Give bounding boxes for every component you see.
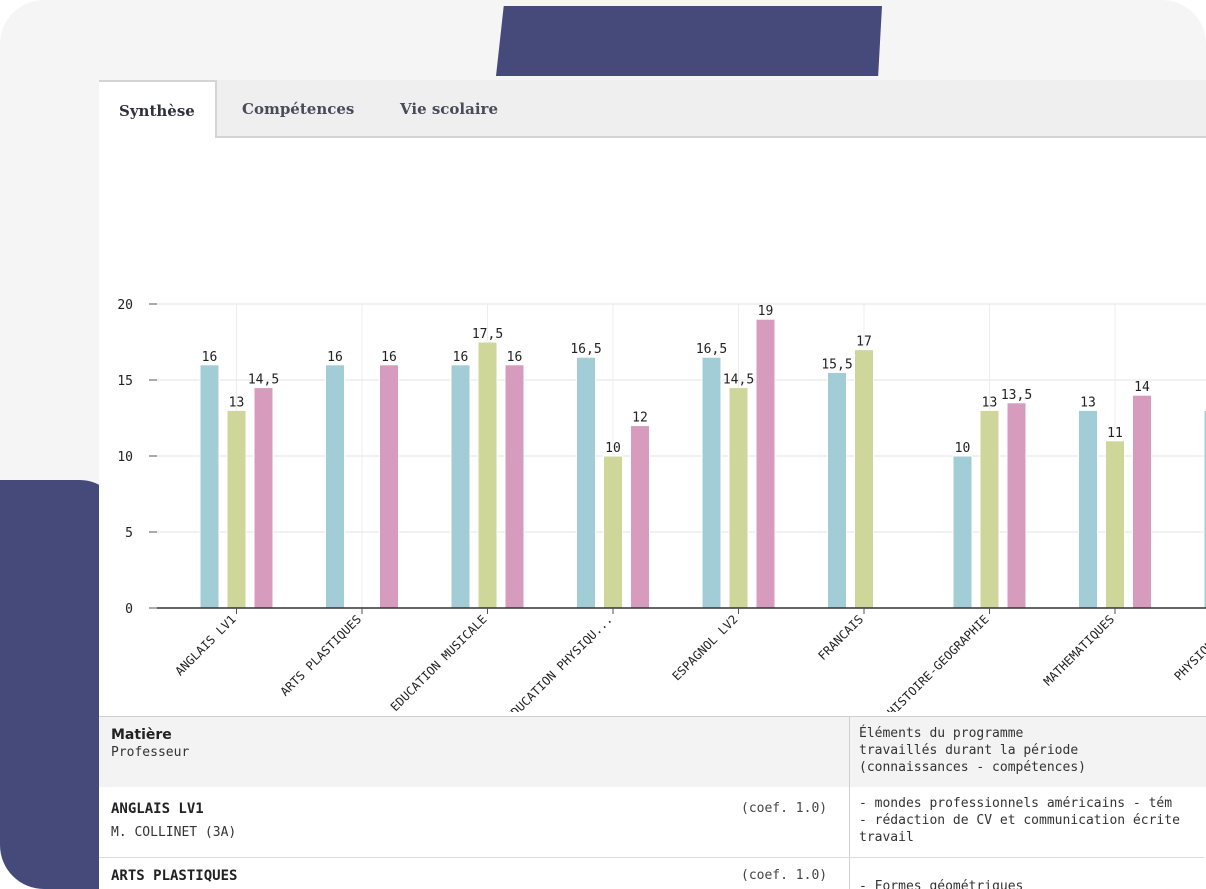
- tab-synthese[interactable]: Synthèse: [99, 80, 217, 138]
- subject-name: ARTS PLASTIQUES: [111, 868, 238, 884]
- grades-bar-chart: 0 5 10 15 20 16 16 16 16,5 16,5 15,5 10 13 13 13 17,5 10…: [117, 298, 1206, 712]
- tab-competences[interactable]: Compétences: [242, 100, 355, 118]
- y-tick-label: 15: [117, 374, 133, 389]
- bar: [477, 341, 498, 609]
- report-panel: Synthèse Compétences Vie scolaire 0 5 10 15…: [99, 80, 1206, 889]
- bar: [827, 371, 847, 609]
- bar-value-label: 14,5: [248, 373, 279, 388]
- bar-value-label: 17: [856, 335, 872, 350]
- program-text: - Formes géométriques: [859, 879, 1024, 889]
- bar: [979, 409, 1000, 609]
- table-header: Matière Professeur Éléments du programme…: [99, 716, 1206, 788]
- y-tick-label: 0: [125, 602, 133, 617]
- bar: [701, 356, 722, 609]
- header-teacher: Professeur: [111, 745, 190, 760]
- x-category-label: PHYSIQUE-CHI: [1171, 612, 1206, 683]
- bar-value-label: 16: [202, 350, 218, 365]
- bar: [603, 455, 623, 609]
- x-category-label: ARTS PLASTIQUES: [278, 612, 365, 699]
- bar-value-label: 13: [229, 395, 245, 410]
- bar: [504, 364, 525, 609]
- bar: [854, 349, 874, 609]
- x-category-label: MATHEMATIQUES: [1041, 612, 1117, 688]
- bar-value-label: 16,5: [570, 342, 601, 357]
- table-row: ANGLAIS LV1 M. COLLINET (3A) (coef. 1.0)…: [99, 787, 1206, 858]
- teacher-name: M. COLLINET (3A): [111, 825, 237, 840]
- column-divider: [849, 858, 850, 889]
- bar: [253, 387, 274, 609]
- bar: [1132, 394, 1152, 609]
- x-category-label: HISTOIRE-GEOGRAPHIE: [885, 612, 992, 712]
- bar-value-label: 12: [632, 411, 648, 426]
- bar: [576, 356, 596, 609]
- decorative-banner-top: [496, 6, 882, 76]
- bar: [755, 318, 776, 609]
- coefficient: (coef. 1.0): [741, 801, 828, 816]
- bar: [952, 455, 973, 609]
- x-category-label: EDUCATION MUSICALE: [388, 612, 490, 712]
- y-tick-label: 20: [117, 298, 133, 313]
- x-category-label: FRANCAIS: [815, 612, 866, 663]
- bar-value-label: 10: [605, 441, 621, 456]
- bar: [199, 364, 220, 609]
- bar-value-label: 14: [1134, 380, 1150, 395]
- y-tick-label: 10: [117, 450, 133, 465]
- bar: [1006, 402, 1027, 609]
- bar-value-label: 10: [955, 441, 971, 456]
- bar-value-label: 16,5: [696, 342, 727, 357]
- tab-vie-scolaire[interactable]: Vie scolaire: [400, 100, 498, 118]
- bar: [630, 425, 650, 609]
- bar-value-label: 11: [1107, 426, 1123, 441]
- bar-value-label: 16: [327, 350, 343, 365]
- tab-bar: Synthèse Compétences Vie scolaire: [99, 80, 1206, 138]
- bar-value-label: 13: [1080, 395, 1096, 410]
- bar-value-label: 15,5: [821, 357, 852, 372]
- bar: [379, 364, 399, 609]
- x-category-label: ANGLAIS LV1: [173, 612, 239, 678]
- bar-value-label: 19: [758, 304, 774, 319]
- bar: [1203, 409, 1206, 609]
- bar: [325, 364, 345, 609]
- bar: [728, 387, 749, 609]
- bar-value-label: 16: [507, 350, 523, 365]
- x-category-label: ESPAGNOL LV2: [669, 612, 740, 683]
- subject-name: ANGLAIS LV1: [111, 801, 204, 817]
- bar-value-label: 17,5: [472, 327, 503, 342]
- bar: [450, 364, 471, 609]
- y-tick-label: 5: [125, 526, 133, 541]
- bar: [226, 409, 247, 609]
- bar-value-label: 13: [982, 395, 998, 410]
- x-category-label: EDUCATION PHYSIQU...: [503, 612, 615, 712]
- bar-value-label: 16: [381, 350, 397, 365]
- bar: [1105, 440, 1125, 609]
- bar-value-label: 14,5: [723, 373, 754, 388]
- bar: [1078, 409, 1098, 609]
- column-divider: [849, 787, 850, 857]
- bar-value-label: 13,5: [1001, 388, 1032, 403]
- header-subject: Matière: [111, 727, 172, 743]
- bar-value-label: 16: [453, 350, 469, 365]
- coefficient: (coef. 1.0): [741, 868, 828, 883]
- table-row: ARTS PLASTIQUES (coef. 1.0) - Formes géo…: [99, 858, 1206, 889]
- column-divider: [849, 717, 850, 787]
- program-text: - mondes professionnels américains - tém…: [859, 796, 1180, 845]
- header-program: Éléments du programme travaillés durant …: [859, 726, 1086, 775]
